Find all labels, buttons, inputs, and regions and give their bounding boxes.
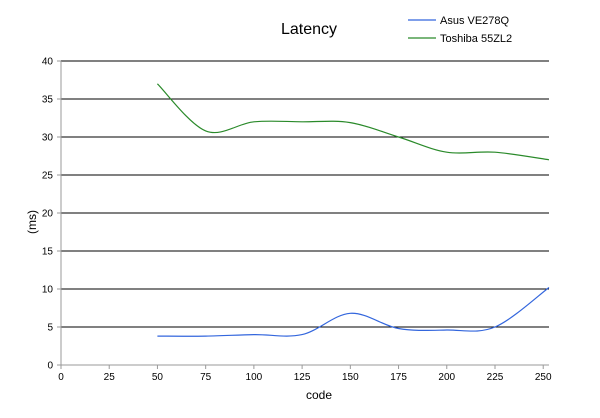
y-axis-label: (ms) [25, 210, 39, 234]
series-line-1 [156, 83, 550, 161]
x-tick-label: 0 [58, 372, 64, 383]
legend-label-1: Toshiba 55ZL2 [440, 33, 512, 45]
legend-label-0: Asus VE278Q [440, 15, 510, 27]
x-tick-label: 150 [342, 372, 359, 383]
chart-title: Latency [281, 21, 337, 38]
y-tick-label: 35 [42, 95, 54, 106]
x-axis-label: code [306, 388, 332, 402]
legend: Asus VE278Q Toshiba 55ZL2 [408, 15, 512, 45]
y-tick-label: 5 [47, 323, 53, 334]
x-tick-label: 225 [487, 372, 504, 383]
x-tick-labels: 0 25 50 75 100 125 150 175 200 225 250 [58, 365, 552, 383]
x-tick-label: 200 [438, 372, 455, 383]
x-tick-label: 250 [535, 372, 552, 383]
x-tick-label: 50 [152, 372, 164, 383]
y-tick-label: 0 [47, 361, 53, 372]
x-tick-label: 25 [104, 372, 116, 383]
x-tick-label: 125 [294, 372, 311, 383]
y-tick-label: 10 [42, 285, 54, 296]
y-tick-label: 20 [42, 209, 54, 220]
y-tick-label: 40 [42, 57, 54, 68]
x-tick-label: 100 [246, 372, 263, 383]
y-tick-label: 25 [42, 171, 54, 182]
y-tick-labels: 0 5 10 15 20 25 30 35 40 [42, 57, 61, 372]
gridlines [61, 60, 549, 328]
x-tick-label: 75 [200, 372, 212, 383]
series-line-0 [157, 287, 550, 337]
x-tick-label: 175 [390, 372, 407, 383]
y-tick-label: 15 [42, 247, 54, 258]
y-tick-label: 30 [42, 133, 54, 144]
series-lines [156, 83, 550, 337]
